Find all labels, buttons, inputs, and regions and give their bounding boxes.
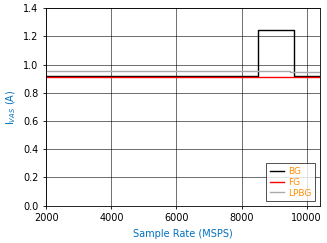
LPBG <box>288 71 292 74</box>
BG <box>292 29 296 32</box>
BG <box>256 74 260 77</box>
Line: BG: BG <box>46 30 319 76</box>
X-axis label: Sample Rate (MSPS): Sample Rate (MSPS) <box>133 229 233 239</box>
Line: LPBG: LPBG <box>46 70 319 72</box>
LPBG <box>288 69 292 72</box>
LPBG <box>318 71 321 74</box>
BG <box>44 74 48 77</box>
BG <box>318 74 321 77</box>
LPBG <box>44 69 48 72</box>
BG <box>256 29 260 32</box>
Legend: BG, FG, LPBG: BG, FG, LPBG <box>267 163 315 201</box>
BG <box>292 74 296 77</box>
Y-axis label: I$_{VAS}$ (A): I$_{VAS}$ (A) <box>4 89 18 125</box>
